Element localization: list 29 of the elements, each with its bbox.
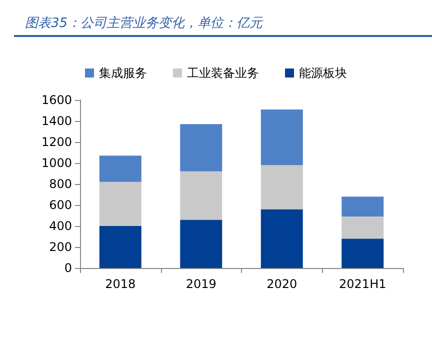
x-tick-label: 2020 — [266, 277, 298, 291]
bar — [99, 226, 142, 268]
x-tick-label: 2018 — [105, 277, 136, 291]
y-tick-label: 600 — [49, 198, 72, 212]
y-tick-label: 1400 — [41, 114, 72, 128]
bar — [342, 216, 384, 239]
y-tick-label: 1000 — [41, 156, 72, 170]
legend-label: 能源板块 — [299, 66, 347, 80]
bar — [180, 171, 222, 220]
bar — [342, 238, 384, 268]
bar — [180, 124, 222, 172]
bar — [180, 220, 222, 268]
y-tick-label: 0 — [64, 261, 72, 275]
legend-label: 集成服务 — [99, 66, 147, 80]
bar — [260, 165, 303, 210]
bar — [99, 182, 142, 226]
bar — [99, 156, 142, 182]
bar — [342, 196, 384, 217]
y-tick-label: 800 — [49, 177, 72, 191]
bar — [260, 209, 303, 268]
y-tick-label: 1600 — [41, 93, 72, 107]
y-tick-label: 1200 — [41, 135, 72, 149]
legend-label: 工业装备业务 — [187, 66, 259, 80]
y-tick-label: 400 — [49, 219, 72, 233]
x-tick-label: 2019 — [186, 277, 216, 291]
x-tick-label: 2021H1 — [339, 277, 386, 291]
bar — [260, 109, 303, 166]
y-tick-label: 200 — [49, 240, 72, 254]
chart-title: 图表35：公司主营业务变化，单位：亿元 — [25, 15, 264, 31]
